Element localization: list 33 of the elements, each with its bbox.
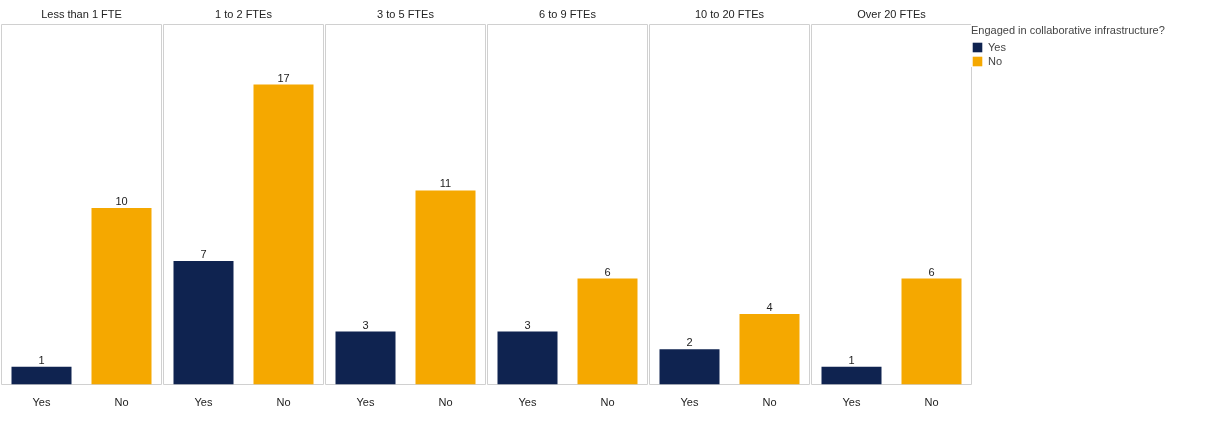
- series-label: Yes: [356, 395, 375, 408]
- text: No: [924, 395, 939, 408]
- data-label: 1: [38, 353, 45, 366]
- series-label: No: [762, 395, 777, 408]
- series-label: No: [114, 395, 129, 408]
- data-label: 3: [362, 318, 369, 331]
- data-label: 6: [928, 265, 935, 278]
- data-label: 1: [848, 353, 855, 366]
- series-label: Yes: [194, 395, 213, 408]
- data-label: 11: [439, 177, 452, 190]
- series-label: No: [276, 395, 291, 408]
- data-label: 17: [277, 71, 290, 84]
- data-label: 4: [766, 300, 773, 313]
- data-label: 3: [524, 318, 531, 331]
- data-label: 10: [115, 195, 128, 208]
- series-label: No: [438, 395, 453, 408]
- legend-title: Engaged in collaborative infrastructure?: [971, 24, 1165, 36]
- chart-title: 10 to 20 FTEs: [694, 7, 765, 20]
- text: Yes: [842, 395, 861, 408]
- series-label: Yes: [518, 395, 537, 408]
- series-label: Yes: [680, 395, 699, 408]
- series-label: Yes: [32, 395, 51, 408]
- chart-title: Over 20 FTEs: [857, 7, 927, 20]
- legend-label: Yes: [988, 41, 1007, 53]
- data-label: 6: [604, 265, 611, 278]
- chart-title: Less than 1 FTE: [41, 7, 122, 20]
- series-label: No: [600, 395, 615, 408]
- data-label: 2: [686, 336, 693, 349]
- chart-title: 3 to 5 FTEs: [377, 7, 435, 20]
- chart-title: 6 to 9 FTEs: [539, 7, 597, 20]
- data-label: 7: [200, 247, 207, 260]
- legend-label: No: [988, 55, 1004, 67]
- chart-title: 1 to 2 FTEs: [215, 7, 273, 20]
